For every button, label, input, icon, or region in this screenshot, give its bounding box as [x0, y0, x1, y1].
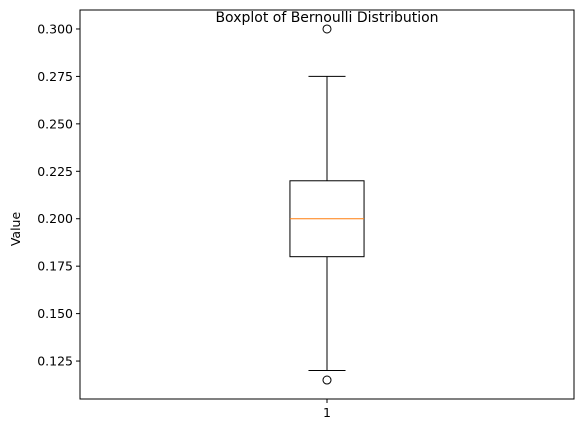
- y-tick-label: 0.200: [37, 211, 73, 226]
- y-tick-label: 0.250: [37, 116, 73, 131]
- y-tick-label: 0.225: [37, 164, 73, 179]
- y-tick-label: 0.300: [37, 21, 73, 36]
- y-tick-label: 0.275: [37, 69, 73, 84]
- chart-title: Boxplot of Bernoulli Distribution: [215, 10, 438, 26]
- y-axis-label: Value: [8, 212, 23, 247]
- outlier-point: [322, 375, 332, 385]
- y-tick-label: 0.150: [37, 306, 73, 321]
- outlier-point: [322, 24, 332, 34]
- box-group: [289, 24, 365, 385]
- y-tick-label: 0.175: [37, 259, 73, 274]
- x-tick-label: 1: [323, 405, 331, 420]
- x-axis: 1: [323, 399, 331, 420]
- y-tick-label: 0.125: [37, 354, 73, 369]
- plot-frame: [79, 9, 575, 400]
- y-axis: 0.125 0.150 0.175 0.200 0.225 0.250 0.275 0.300: [37, 21, 80, 369]
